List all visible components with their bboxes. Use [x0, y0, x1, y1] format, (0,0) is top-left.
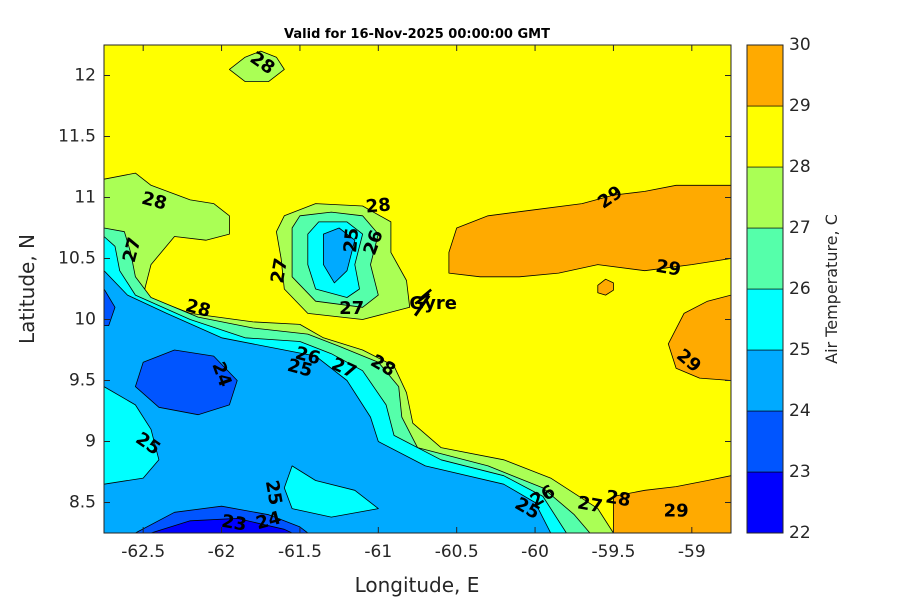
x-axis-title: Longitude, E [355, 573, 480, 597]
colorbar-tick-label-4: 26 [789, 279, 811, 299]
y-tick-label-6: 11.5 [58, 127, 96, 147]
contour-label-13: 27 [339, 298, 364, 319]
x-tick-label-2: -61.5 [278, 542, 322, 562]
contour-label-8: 25 [261, 479, 286, 507]
colorbar-frame [746, 44, 784, 534]
contour-label-10: 27 [267, 257, 292, 285]
contour-region-14 [283, 465, 379, 518]
contour-label-25: 28 [604, 486, 632, 511]
contour-region-1 [597, 278, 614, 296]
contour-label-9: 28 [365, 194, 392, 217]
contour-region-4 [228, 50, 285, 82]
colorbar-band-1 [746, 410, 784, 473]
x-tick-label-6: -59.5 [591, 542, 635, 562]
x-tick-label-7: -59 [678, 542, 706, 562]
contour-label-11: 25 [340, 227, 363, 254]
contour-region-16 [134, 349, 238, 416]
x-axis: -62.5 -62 -61.5 -61 -60.5 -60 -59.5 -59 [121, 45, 706, 562]
contour-region-0 [448, 184, 731, 278]
colorbar-tick-label-5: 27 [789, 218, 811, 238]
chart-title: Valid for 16-Nov-2025 00:00:00 GMT [284, 27, 550, 42]
colorbar-band-0 [746, 471, 784, 534]
x-tick-label-3: -61 [364, 542, 392, 562]
y-axis-title: Latitude, N [15, 234, 39, 344]
colorbar: 22 23 24 25 26 27 28 29 30 [746, 35, 811, 543]
y-axis: 8.5 9 9.5 10 10.5 11 11.5 12 [58, 66, 731, 513]
colorbar-band-7 [746, 44, 784, 107]
colorbar-title: Air Temperature, C [822, 214, 841, 364]
colorbar-tick-label-2: 24 [789, 401, 811, 421]
contour-region-3 [613, 475, 731, 533]
x-tick-label-4: -60.5 [435, 542, 479, 562]
colorbar-band-2 [746, 349, 784, 412]
y-tick-label-2: 9.5 [69, 371, 96, 391]
colorbar-band-3 [746, 288, 784, 351]
colorbar-tick-label-8: 30 [789, 35, 811, 55]
y-tick-label-0: 8.5 [69, 493, 96, 513]
y-tick-label-1: 9 [85, 432, 96, 452]
contour-label-21: 29 [664, 501, 689, 522]
y-tick-label-4: 10.5 [58, 249, 96, 269]
contour-label-19: 29 [654, 256, 682, 281]
colorbar-tick-label-7: 29 [789, 96, 811, 116]
annotation-label-0: Gyre [409, 293, 457, 314]
x-tick-label-5: -60 [521, 542, 549, 562]
contour-label-7: 24 [254, 507, 284, 534]
contour-label-24: 27 [576, 492, 604, 517]
colorbar-band-4 [746, 227, 784, 290]
x-tick-label-1: -62 [208, 542, 236, 562]
colorbar-band-5 [746, 166, 784, 229]
colorbar-tick-label-6: 28 [789, 157, 811, 177]
colorbar-band-6 [746, 105, 784, 168]
contour-region-12 [322, 227, 356, 284]
colorbar-tick-label-3: 25 [789, 340, 811, 360]
colorbar-tick-label-1: 23 [789, 462, 811, 482]
contour-label-6: 23 [220, 511, 248, 536]
wind-barb-icon [413, 288, 432, 317]
y-tick-label-3: 10 [74, 310, 96, 330]
contour-region-18 [150, 518, 293, 533]
y-tick-label-5: 11 [74, 188, 96, 208]
x-tick-label-0: -62.5 [121, 542, 165, 562]
colorbar-tick-label-0: 22 [789, 523, 811, 543]
contour-region-13 [104, 386, 160, 485]
y-tick-label-7: 12 [74, 66, 96, 86]
contour-region-11 [104, 270, 552, 533]
plot-frame [103, 44, 732, 534]
contour-region-15 [104, 288, 116, 327]
